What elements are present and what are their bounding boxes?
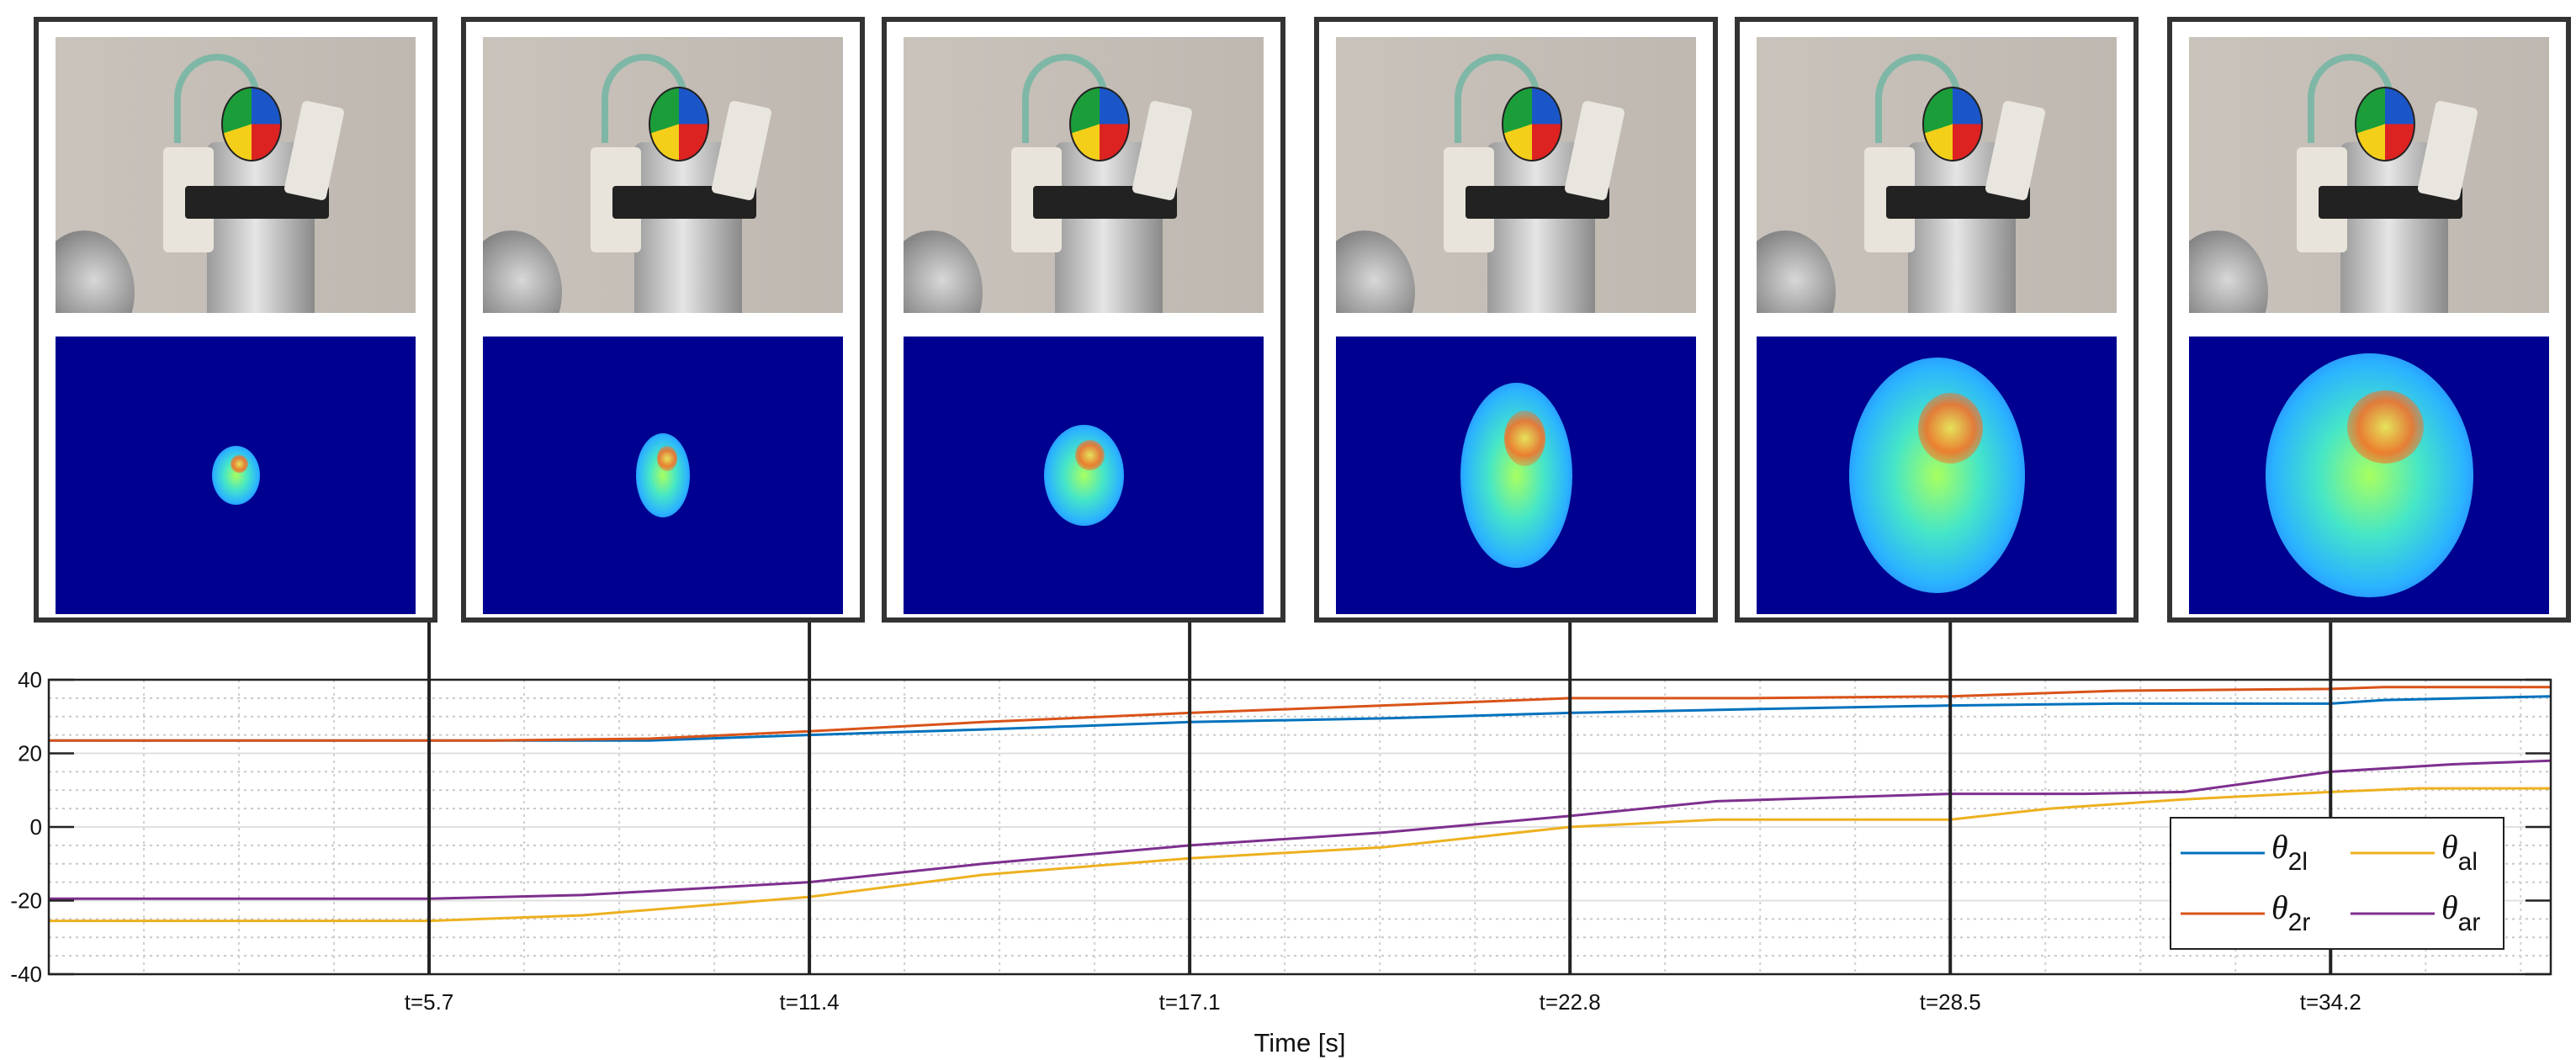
y-tick-label: -40	[10, 962, 42, 987]
x-tick-label: t=34.2	[2300, 989, 2361, 1015]
legend-subscript: al	[2458, 848, 2478, 876]
x-axis-label: Time [s]	[1254, 1028, 1345, 1057]
y-tick-label: 20	[18, 741, 42, 766]
x-tick-label: t=11.4	[780, 989, 840, 1015]
x-tick-label: t=5.7	[405, 989, 454, 1015]
legend-subscript: 2r	[2288, 909, 2311, 936]
series-line-2r	[49, 687, 2551, 740]
legend-subscript: 2l	[2288, 848, 2308, 876]
y-tick-label: 0	[30, 814, 42, 840]
x-tick-label: t=17.1	[1159, 989, 1221, 1015]
x-tick-label: t=28.5	[1920, 989, 1981, 1015]
series-line-2l	[49, 697, 2551, 741]
y-tick-label: -20	[10, 888, 42, 914]
y-tick-label: 40	[18, 667, 42, 692]
legend-subscript: ar	[2458, 909, 2481, 936]
x-tick-label: t=22.8	[1540, 989, 1601, 1015]
